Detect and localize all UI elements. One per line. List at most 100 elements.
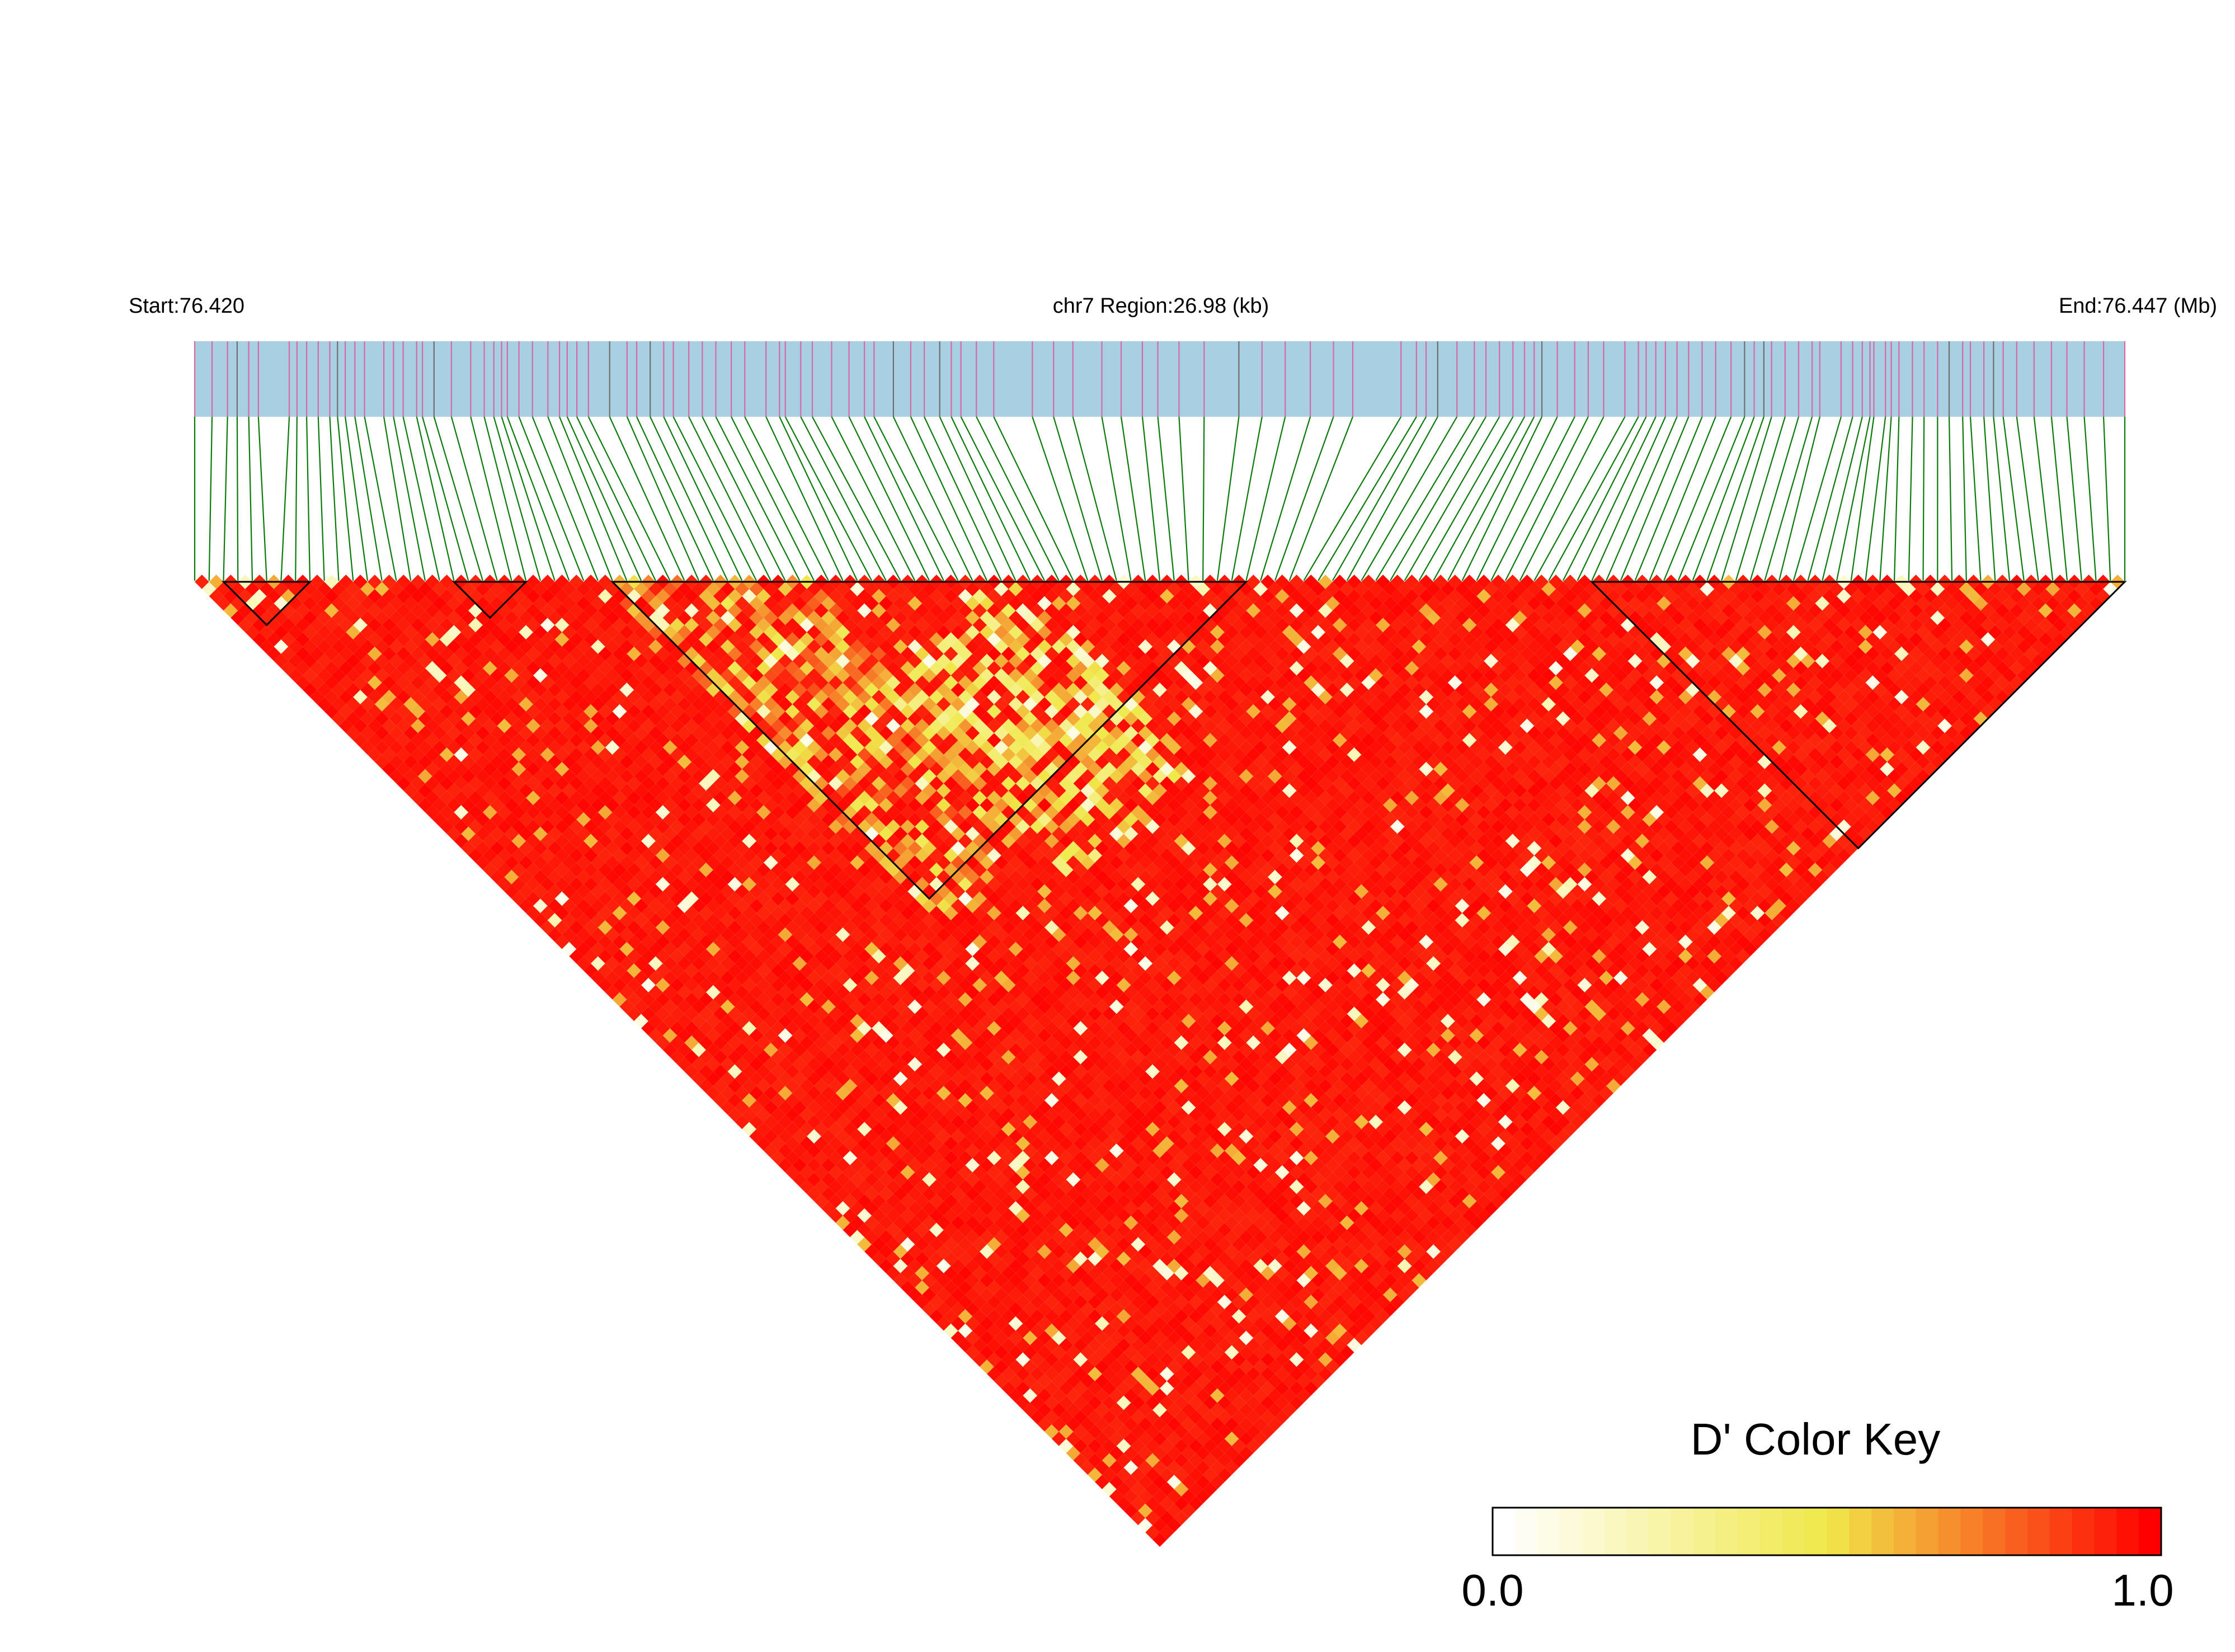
ld-cell xyxy=(367,690,382,704)
ld-cell xyxy=(461,696,476,712)
snp-connector xyxy=(672,416,757,581)
ld-cell xyxy=(367,575,382,589)
ld-cell xyxy=(303,668,317,683)
ld-cell xyxy=(684,848,699,863)
ld-cell xyxy=(569,920,584,935)
ld-cell xyxy=(864,1071,879,1086)
ld-cell xyxy=(252,632,267,647)
ld-cell xyxy=(648,855,663,870)
ld-cell xyxy=(821,1157,836,1173)
ld-cell xyxy=(1030,1381,1045,1396)
ld-cell xyxy=(526,675,540,690)
ld-cell xyxy=(576,826,591,841)
ld-cell xyxy=(1138,1330,1153,1345)
snp-connector xyxy=(1692,416,1755,581)
ld-cell xyxy=(605,985,620,1000)
ld-cell xyxy=(843,1222,858,1237)
ld-cell xyxy=(713,963,728,978)
ld-cell xyxy=(835,1071,850,1086)
ld-cell xyxy=(951,1287,966,1302)
ld-cell xyxy=(965,1244,980,1259)
ld-cell xyxy=(1073,1410,1088,1425)
ld-cell xyxy=(735,1100,750,1115)
ld-cell xyxy=(1123,1460,1138,1475)
ld-cell xyxy=(411,575,425,589)
ld-cell xyxy=(972,1295,987,1310)
ld-cell xyxy=(353,661,368,676)
ld-cell xyxy=(763,1114,778,1129)
ld-cell xyxy=(634,826,649,841)
snp-connector xyxy=(1908,416,1913,581)
ld-cell xyxy=(482,632,497,647)
ld-cell xyxy=(533,812,548,827)
ld-cell xyxy=(684,891,699,906)
ld-cell xyxy=(446,711,462,726)
snp-connector xyxy=(1231,416,1263,581)
ld-cell xyxy=(504,740,519,755)
ld-cell xyxy=(1123,1316,1138,1331)
ld-cell xyxy=(490,826,505,841)
snp-connector xyxy=(1476,416,1558,581)
ld-cell xyxy=(547,927,562,942)
ld-cell xyxy=(295,646,310,661)
snp-connector xyxy=(329,416,340,581)
ld-cell xyxy=(1044,1295,1059,1310)
ld-cell xyxy=(1196,1489,1211,1504)
ld-cell xyxy=(317,639,332,654)
ld-cell xyxy=(591,855,605,870)
ld-cell xyxy=(1253,1432,1268,1446)
ld-cell xyxy=(454,790,469,806)
ld-cell xyxy=(223,589,238,604)
snp-connector xyxy=(1706,416,1765,581)
ld-cell xyxy=(619,884,634,899)
snp-connector xyxy=(1822,416,1863,581)
ld-cell xyxy=(468,834,483,849)
ld-cell xyxy=(965,1345,980,1360)
ld-cell xyxy=(584,891,598,906)
ld-cell xyxy=(619,971,634,985)
ld-cell xyxy=(432,812,447,827)
snp-connector xyxy=(779,416,858,581)
ld-cell xyxy=(1023,1230,1038,1245)
ld-cell xyxy=(735,1028,750,1043)
ld-cell xyxy=(418,582,432,596)
ld-cell xyxy=(943,1150,958,1165)
ld-cell xyxy=(554,877,570,892)
ld-cell xyxy=(864,1143,879,1158)
snp-connector xyxy=(1993,416,2011,581)
snp-connector xyxy=(1178,416,1189,581)
ld-cell xyxy=(1160,1496,1174,1511)
ld-cell xyxy=(303,610,317,625)
ld-cell xyxy=(324,575,339,589)
snp-connector xyxy=(1245,416,1286,581)
ld-cell xyxy=(1015,1352,1031,1367)
ld-cell xyxy=(1073,1265,1088,1281)
ld-cell xyxy=(1015,1323,1031,1338)
ld-cell xyxy=(468,805,483,820)
ld-cell xyxy=(943,1309,958,1324)
ld-cell xyxy=(900,1150,915,1165)
ld-cell xyxy=(331,639,346,654)
ld-cell xyxy=(418,610,432,625)
ld-cell xyxy=(915,1150,930,1165)
ld-cell xyxy=(519,683,534,697)
snp-connector xyxy=(1461,416,1543,581)
ld-cell xyxy=(965,1187,980,1202)
ld-cell xyxy=(490,855,505,870)
ld-cell xyxy=(994,1187,1009,1202)
ld-cell xyxy=(980,1143,994,1158)
ld-cell xyxy=(915,1208,930,1223)
ld-cell xyxy=(994,1230,1009,1245)
ld-cell xyxy=(382,747,397,762)
ld-cell xyxy=(1131,1482,1146,1496)
ld-cell xyxy=(1015,1251,1031,1266)
ld-cell xyxy=(403,696,418,712)
ld-cell xyxy=(1102,1424,1117,1439)
ld-cell xyxy=(951,1172,966,1187)
ld-cell xyxy=(799,1064,815,1079)
ld-cell xyxy=(785,1064,800,1079)
ld-cell xyxy=(770,1150,785,1165)
ld-cell xyxy=(821,1187,836,1202)
ld-cell xyxy=(1044,1352,1059,1367)
